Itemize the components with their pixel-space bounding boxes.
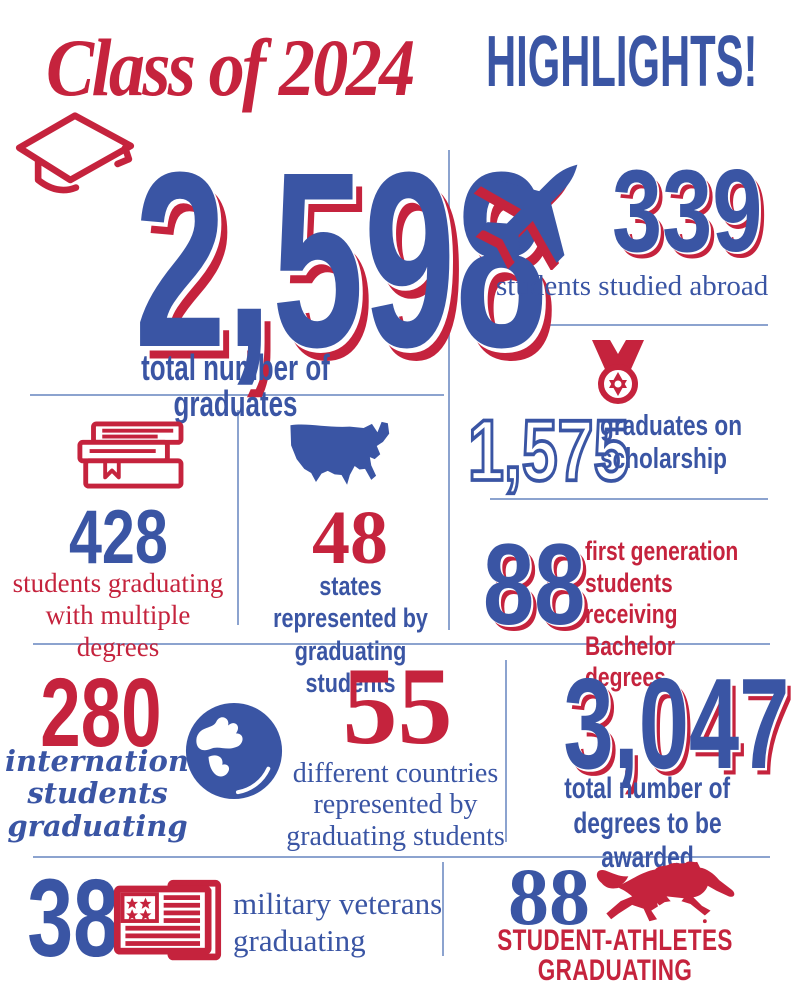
degrees-label: total number of degrees to be awarded [564, 772, 731, 874]
divider-vertical-top [448, 150, 450, 630]
scholarship-label: graduates on scholarship [600, 410, 743, 476]
divider-mid-row2 [237, 410, 239, 625]
page-title: Class of 2024 [46, 22, 415, 113]
divider-right-2 [490, 498, 768, 500]
states-number: 48 [312, 496, 388, 580]
graduates-number: 2,598 [134, 120, 548, 399]
divider-band4-top [33, 856, 770, 858]
abroad-label: students studied abroad [496, 270, 769, 302]
us-flag-icon [113, 879, 222, 961]
globe-icon [185, 702, 283, 800]
scholarship-number: 1,575 [467, 403, 631, 499]
international-number: 280 [40, 658, 162, 767]
athletes-label: STUDENT-ATHLETES GRADUATING [497, 924, 733, 987]
first-generation-number: 88 [483, 521, 586, 649]
countries-number: 55 [342, 645, 453, 767]
graduation-cap-icon [15, 112, 135, 194]
mustang-icon [596, 861, 735, 924]
books-icon [77, 421, 184, 489]
divider-band4 [442, 862, 444, 956]
medal-icon [592, 340, 644, 404]
us-map-icon [290, 421, 390, 485]
page-title-highlights: HIGHLIGHTS! [486, 22, 758, 102]
states-label: states represented by graduating student… [273, 571, 428, 699]
divider-band3-top [33, 643, 770, 645]
first-generation-label: first generation students receiving Bach… [585, 536, 739, 693]
graduates-label: total number of graduates [141, 347, 330, 424]
veterans-number: 38 [27, 857, 120, 980]
divider-left-row1 [30, 394, 444, 396]
divider-band3 [505, 660, 507, 842]
veterans-label: military veterans graduating [233, 886, 443, 958]
international-label: international students graduating [5, 744, 219, 843]
airplane-icon [473, 164, 578, 270]
abroad-number: 339 [612, 145, 763, 276]
countries-label: different countries represented by gradu… [286, 758, 505, 852]
multiple-degrees-number: 428 [68, 495, 168, 580]
degrees-number: 3,047 [563, 652, 790, 796]
divider-right-1 [490, 324, 768, 326]
multiple-degrees-label: students graduating with multiple degree… [12, 568, 224, 662]
athletes-number: 88 [508, 851, 590, 942]
